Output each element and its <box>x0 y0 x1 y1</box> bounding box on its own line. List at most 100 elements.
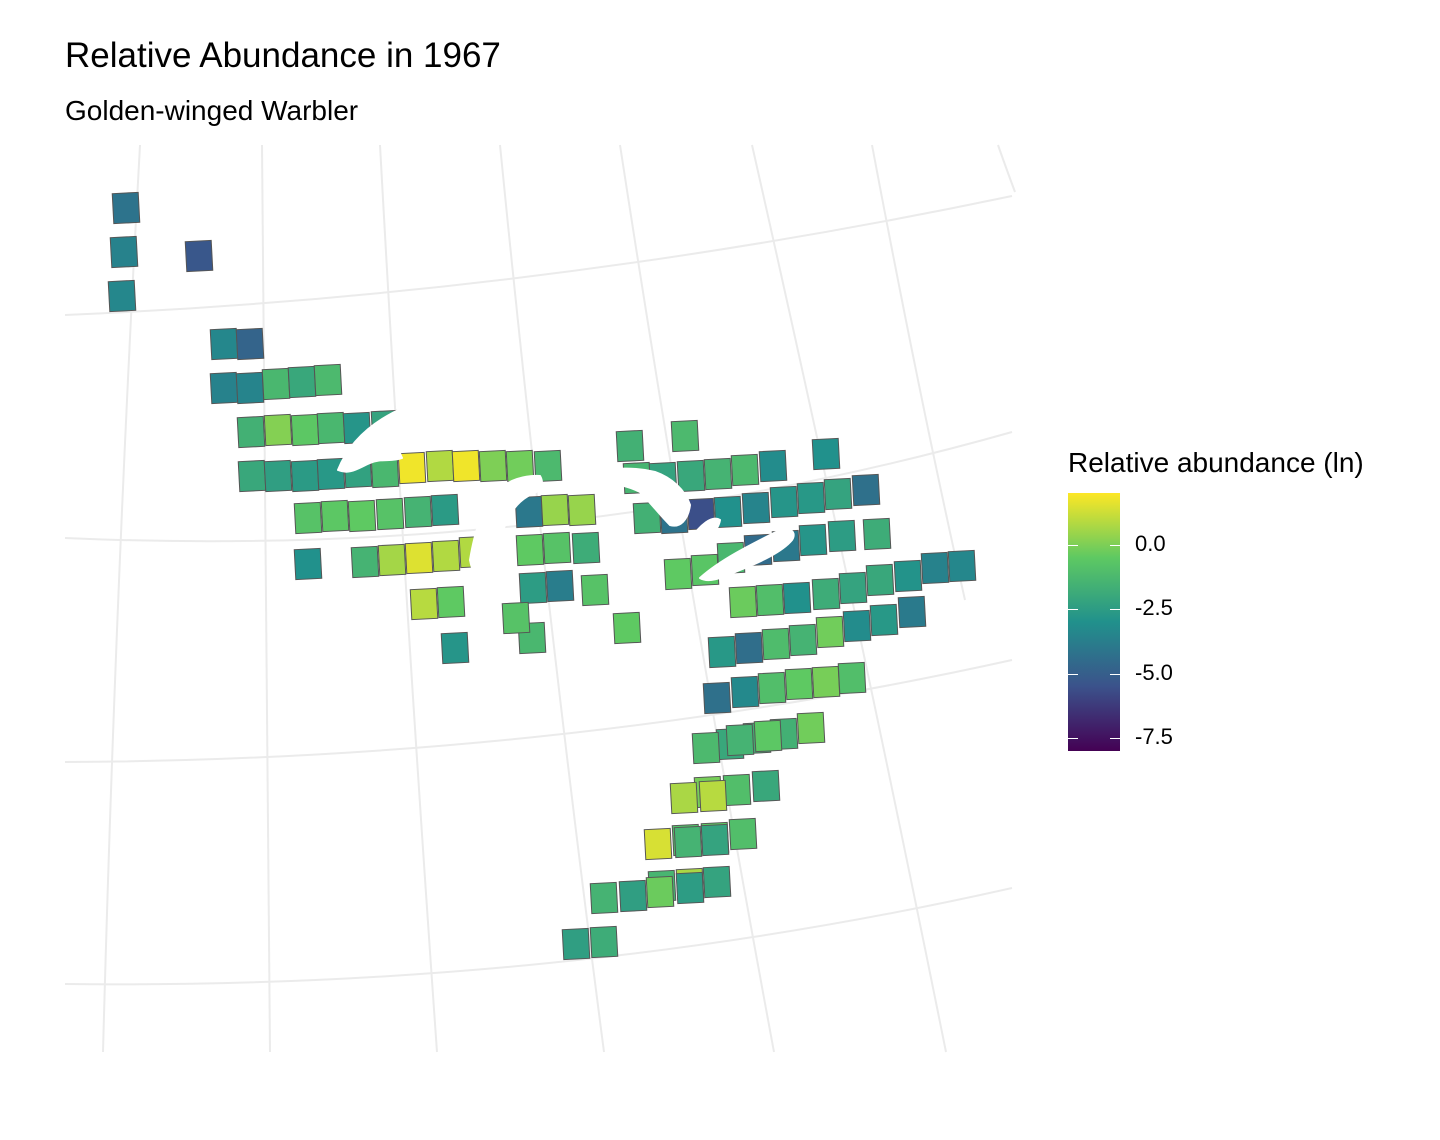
abundance-cell <box>758 449 788 483</box>
abundance-cell <box>377 543 407 577</box>
abundance-cell <box>755 583 785 617</box>
abundance-cell <box>796 711 826 745</box>
abundance-cell <box>670 419 700 453</box>
abundance-cell <box>209 371 239 405</box>
abundance-cell <box>567 493 597 527</box>
abundance-cell <box>643 827 673 861</box>
graticule-parallel <box>64 659 1013 763</box>
great-lakes <box>337 401 795 582</box>
lake-huron <box>579 467 691 527</box>
abundance-cell <box>350 545 380 579</box>
legend-tick-mark <box>1068 544 1078 546</box>
abundance-cell <box>290 413 320 447</box>
abundance-cell <box>518 571 548 605</box>
abundance-cell <box>707 635 737 669</box>
lake-erie <box>699 528 795 582</box>
abundance-cell <box>730 675 760 709</box>
abundance-cell <box>869 603 899 637</box>
abundance-cell <box>404 541 434 575</box>
abundance-cell <box>698 779 728 813</box>
lake-superior <box>337 401 422 473</box>
abundance-cell <box>316 457 346 491</box>
abundance-cell <box>542 531 572 565</box>
legend-tick-label: -5.0 <box>1135 659 1173 685</box>
legend-tick-mark <box>1110 609 1120 611</box>
abundance-cell <box>811 665 841 699</box>
abundance-cell <box>580 573 610 607</box>
abundance-cell <box>409 587 439 621</box>
abundance-cell <box>287 365 317 399</box>
abundance-cell <box>478 449 508 483</box>
abundance-cell <box>725 723 755 757</box>
graticule-meridian <box>619 144 775 1053</box>
map-title: Relative Abundance in 1967 <box>65 36 501 75</box>
georgian-bay <box>689 517 721 542</box>
abundance-cell <box>947 549 977 583</box>
abundance-cell <box>209 327 239 361</box>
abundance-cell <box>235 327 265 361</box>
abundance-cell <box>784 667 814 701</box>
abundance-cell <box>540 493 570 527</box>
legend-tick-label: -2.5 <box>1135 595 1173 621</box>
abundance-cell <box>107 279 137 313</box>
abundance-cell <box>769 485 799 519</box>
abundance-cell <box>728 817 758 851</box>
abundance-cell <box>851 473 881 507</box>
abundance-cell <box>615 429 645 463</box>
abundance-cell <box>403 495 433 529</box>
abundance-cell <box>313 363 343 397</box>
abundance-cell <box>722 773 752 807</box>
abundance-cell <box>589 925 619 959</box>
abundance-cell <box>263 413 293 447</box>
legend-tick-mark <box>1110 673 1120 675</box>
abundance-cell <box>838 571 868 605</box>
legend-tick-mark <box>1068 738 1078 740</box>
abundance-cell <box>862 517 892 551</box>
graticule-parallel <box>64 195 1013 316</box>
abundance-cell <box>632 501 662 535</box>
graticule-meridian <box>102 144 141 1053</box>
graticule-meridian <box>997 144 1016 193</box>
abundance-cell <box>589 881 619 915</box>
abundance-cell <box>618 879 648 913</box>
abundance-cell <box>842 609 872 643</box>
abundance-cell <box>533 449 563 483</box>
abundance-cell <box>703 457 733 491</box>
legend-tick-label: 0.0 <box>1135 530 1166 556</box>
abundance-cell <box>612 611 642 645</box>
abundance-cell <box>827 519 857 553</box>
abundance-cell <box>515 533 545 567</box>
abundance-cell <box>713 495 743 529</box>
abundance-cell <box>293 501 323 535</box>
abundance-cell <box>702 865 732 899</box>
abundance-cell <box>397 451 427 485</box>
abundance-cell <box>811 437 841 471</box>
abundance-cell <box>235 371 265 405</box>
legend-tick-mark <box>1110 544 1120 546</box>
abundance-cell <box>897 595 927 629</box>
legend-tick-mark <box>1068 673 1078 675</box>
abundance-cell <box>431 539 461 573</box>
legend-tick-mark <box>1068 609 1078 611</box>
abundance-cell <box>109 235 139 269</box>
abundance-cell <box>675 871 705 905</box>
lake-michigan <box>469 474 543 578</box>
legend-tick-mark <box>1110 738 1120 740</box>
abundance-cell <box>691 731 721 765</box>
abundance-cell <box>823 477 853 511</box>
abundance-cell <box>757 671 787 705</box>
map-subtitle: Golden-winged Warbler <box>65 95 359 126</box>
graticule-meridian <box>379 144 438 1053</box>
abundance-cell <box>237 459 267 493</box>
abundance-cell <box>761 627 791 661</box>
abundance-cell <box>111 191 141 225</box>
legend-title: Relative abundance (ln) <box>1068 447 1364 478</box>
abundance-cell <box>782 581 812 615</box>
abundance-cell <box>571 531 601 565</box>
legend-colorbar <box>1068 493 1120 751</box>
abundance-cell <box>375 497 405 531</box>
abundance-cell <box>236 415 266 449</box>
graticule-meridian <box>261 144 271 1053</box>
abundance-cell <box>545 569 575 603</box>
abundance-cell <box>676 459 706 493</box>
